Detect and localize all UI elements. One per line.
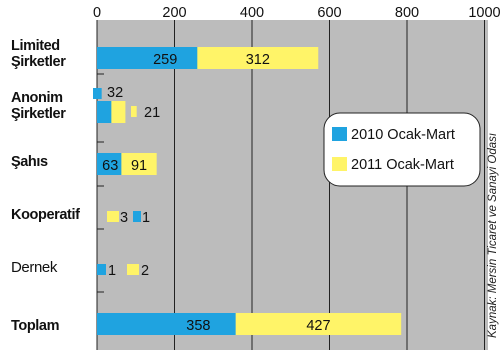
bar-label-2010-kooperatif: 1	[142, 210, 150, 226]
bar-2010-dernek	[97, 264, 106, 275]
category-label: Toplam	[11, 318, 59, 334]
x-tick-label: 800	[395, 5, 419, 21]
category-label: Dernek	[11, 259, 58, 276]
bar-label-2011-limited: 312	[246, 52, 270, 68]
bar-label-2011-kooperatif: 3	[120, 210, 128, 226]
legend-label-2011: 2011 Ocak-Mart	[351, 157, 454, 173]
bar-2011-sahis	[121, 153, 157, 175]
legend: 2010 Ocak-Mart 2011 Ocak-Mart	[323, 112, 481, 187]
bar-2011-limited	[197, 47, 319, 69]
category-label: Şirketler	[11, 54, 66, 70]
bar-2011-anonim-small	[131, 106, 137, 117]
x-tick-label: 1000	[468, 5, 500, 21]
category-label: Kooperatif	[11, 207, 80, 223]
x-tick-label: 600	[317, 5, 341, 21]
bar-label-2011-anonim: 21	[144, 105, 160, 121]
bar-label-2010-anonim: 32	[107, 85, 123, 101]
x-tick-label: 400	[240, 5, 264, 21]
legend-box	[323, 112, 481, 187]
bar-2010-sahis	[97, 153, 122, 175]
x-axis-ticks: 0 200 400 600 800 1000	[93, 5, 501, 21]
bar-2010-anonim-upper	[93, 88, 102, 99]
category-labels: LimitedŞirketlerAnonimŞirketlerŞahısKoop…	[11, 38, 80, 334]
bar-label-2011-toplam: 427	[306, 318, 330, 334]
category-label: Anonim	[11, 90, 63, 106]
bar-label-2011-dernek: 2	[141, 263, 149, 279]
source-note-container: Kaynak: Mersin Ticaret ve Sanayi Odası	[487, 133, 499, 338]
x-tick-label: 0	[93, 5, 101, 21]
gridlines	[96, 20, 485, 350]
x-tick-label: 200	[162, 5, 186, 21]
bar-2011-dernek	[127, 264, 139, 275]
bar-2010-anonim	[97, 101, 112, 123]
legend-label-2010: 2010 Ocak-Mart	[351, 127, 455, 143]
legend-swatch-2011	[332, 157, 347, 171]
bar-label-2011-sahis: 91	[131, 158, 147, 174]
source-note: Kaynak: Mersin Ticaret ve Sanayi Odası	[487, 133, 499, 338]
category-label: Şirketler	[11, 106, 66, 122]
bar-2010-toplam	[97, 313, 236, 335]
bar-label-2010-sahis: 63	[102, 158, 118, 174]
category-label: Şahıs	[11, 154, 48, 170]
bar-label-2010-toplam: 358	[186, 318, 210, 334]
bar-2011-kooperatif	[107, 211, 119, 222]
category-label: Limited	[11, 38, 60, 54]
bar-2011-toplam	[235, 313, 402, 335]
bar-2010-kooperatif	[133, 211, 141, 222]
bar-label-2010-limited: 259	[153, 52, 177, 68]
legend-swatch-2010	[332, 127, 347, 141]
bar-2010-limited	[97, 47, 198, 69]
bar-label-2010-dernek: 1	[108, 263, 116, 279]
bar-2011-anonim	[111, 101, 126, 123]
